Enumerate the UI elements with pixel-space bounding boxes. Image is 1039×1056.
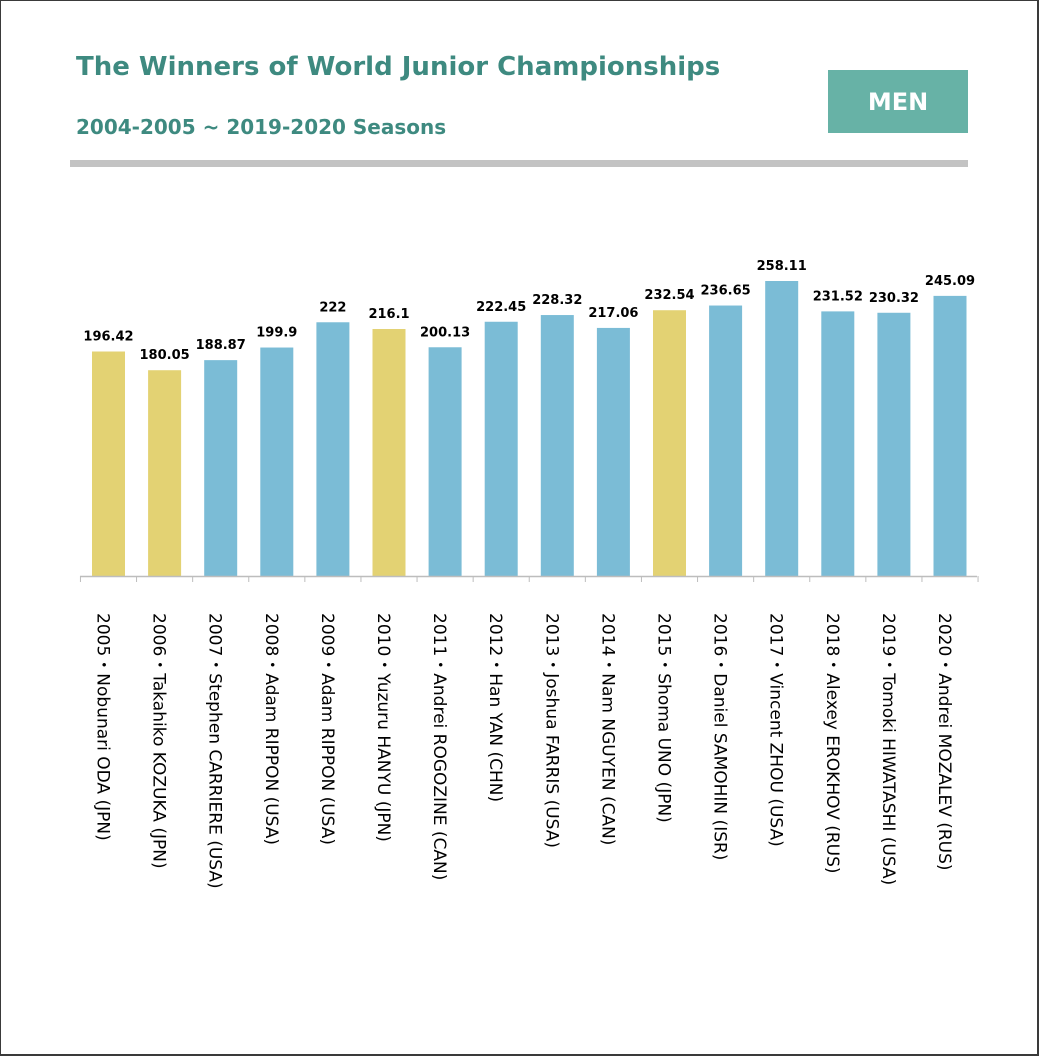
data-label: 228.32 — [532, 293, 582, 308]
category-badge-label: MEN — [867, 87, 929, 116]
bar — [596, 327, 630, 576]
category-labels-group: 2005・Nobunari ODA (JPN) 2006・Takahiko KOZ… — [93, 613, 955, 889]
category-label: 2018・Alexey EROKHOV (RUS) — [822, 613, 842, 874]
bar — [821, 311, 855, 576]
data-label: 199.9 — [256, 326, 297, 341]
data-label: 217.06 — [588, 306, 638, 321]
data-label: 222 — [319, 300, 346, 315]
x-axis-ticks — [79, 576, 979, 582]
category-label: 2019・Tomoki HIWATASHI (USA) — [878, 613, 898, 885]
category-label: 2006・Takahiko KOZUKA (JPN) — [149, 613, 169, 869]
data-label: 180.05 — [140, 348, 190, 363]
bar — [92, 351, 125, 576]
data-label: 236.65 — [701, 284, 751, 299]
data-label: 245.09 — [925, 274, 975, 289]
bar — [765, 281, 799, 576]
data-label: 188.87 — [196, 338, 246, 353]
bar — [933, 295, 967, 576]
bar — [316, 322, 350, 576]
data-label: 230.32 — [869, 291, 919, 306]
bar — [877, 312, 911, 576]
category-label: 2009・Adam RIPPON (USA) — [317, 613, 337, 845]
header-divider — [70, 160, 968, 167]
data-label: 222.45 — [476, 300, 526, 315]
bar — [148, 370, 182, 576]
category-label: 2008・Adam RIPPON (USA) — [261, 613, 281, 845]
category-label: 2007・Stephen CARRIERE (USA) — [205, 613, 225, 889]
category-label: 2011・Andrei ROGOZINE (CAN) — [429, 613, 449, 880]
category-label: 2014・Nam NGUYEN (CAN) — [597, 613, 617, 845]
category-label: 2010・Yuzuru HANYU (JPN) — [373, 613, 393, 842]
category-label: 2015・Shoma UNO (JPN) — [654, 613, 674, 823]
chart-subtitle: 2004-2005 ~ 2019-2020 Seasons — [76, 115, 447, 139]
category-badge: MEN — [828, 70, 968, 133]
bar — [428, 347, 462, 576]
category-label: 2012・Han YAN (CHN) — [485, 613, 505, 802]
data-label: 231.52 — [813, 289, 863, 304]
bar — [260, 347, 294, 576]
data-label: 200.13 — [420, 325, 470, 340]
category-label: 2017・Vincent ZHOU (USA) — [766, 613, 786, 847]
bar — [653, 310, 686, 576]
bar — [372, 329, 406, 576]
chart-title: The Winners of World Junior Championship… — [76, 52, 721, 82]
category-label: 2016・Daniel SAMOHIN (ISR) — [710, 613, 730, 860]
bar — [709, 305, 743, 576]
bar — [484, 321, 518, 576]
category-label: 2013・Joshua FARRIS (USA) — [541, 613, 561, 848]
bar — [540, 315, 574, 576]
category-label: 2020・Andrei MOZALEV (RUS) — [934, 613, 954, 871]
data-label: 216.1 — [368, 307, 409, 322]
data-label: 258.11 — [757, 259, 807, 274]
value-labels-group: 196.42 180.05 188.87 199.9 222 216.1 200.13 222… — [83, 259, 975, 363]
bar — [204, 360, 238, 576]
data-label: 196.42 — [83, 330, 133, 345]
category-label: 2005・Nobunari ODA (JPN) — [93, 613, 113, 841]
bars-group — [92, 281, 967, 576]
data-label: 232.54 — [644, 288, 694, 303]
